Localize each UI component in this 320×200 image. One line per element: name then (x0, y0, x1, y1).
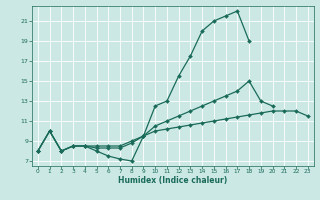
X-axis label: Humidex (Indice chaleur): Humidex (Indice chaleur) (118, 176, 228, 185)
